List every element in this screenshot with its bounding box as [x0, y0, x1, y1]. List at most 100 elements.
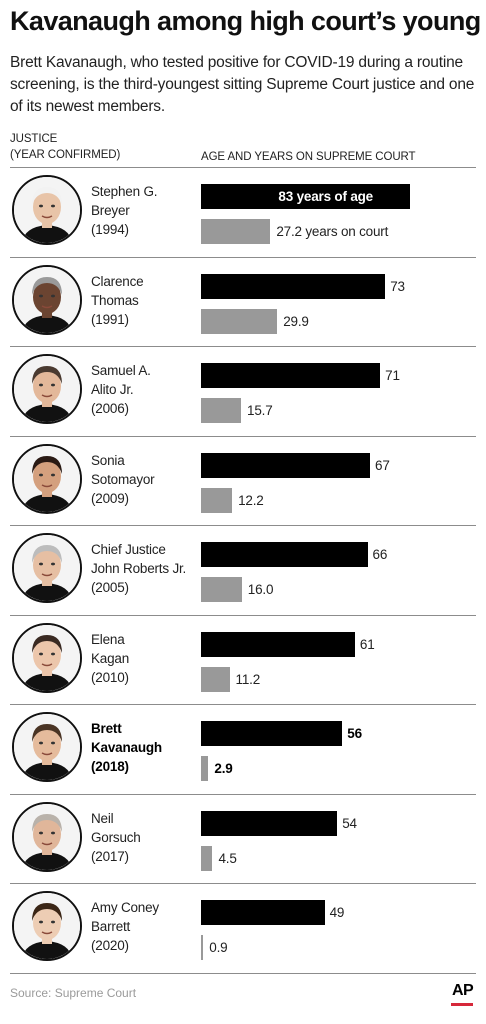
justice-name: Brett Kavanaugh (2018) [91, 719, 191, 776]
justice-name-line: Chief Justice [91, 542, 166, 557]
court-years-bar [201, 666, 230, 692]
justice-name-line: (2017) [91, 848, 129, 864]
age-bar [201, 273, 386, 299]
justice-portrait [12, 354, 82, 424]
court-years-bar [201, 308, 278, 334]
court-years-bar [201, 487, 233, 513]
justice-portrait [12, 712, 82, 782]
age-value-label: 73 [390, 278, 405, 294]
justice-portrait [12, 801, 82, 872]
justice-row: Stephen G. Breyer (1994) 83 years of age 27.… [0, 167, 486, 256]
justice-name: Clarence Thomas (1991) [91, 272, 191, 329]
ap-logo-underline [451, 1003, 473, 1006]
court-years-value-label: 29.9 [283, 313, 309, 329]
justice-portrait [12, 264, 82, 335]
court-years-value-label: 0.9 [209, 940, 228, 955]
age-bar [201, 631, 355, 657]
justice-name-line: (2009) [91, 490, 129, 506]
row-divider [10, 614, 476, 616]
justice-name-line: Kagan [91, 650, 130, 666]
court-years-value-label: 16.0 [247, 582, 274, 597]
age-value-label: 66 [372, 547, 388, 562]
justice-name-line: (1994) [91, 222, 129, 237]
justice-header-line-1: JUSTICE [10, 133, 58, 145]
justice-column-header: JUSTICE (YEAR CONFIRMED) [10, 131, 120, 163]
justice-name: Chief Justice John Roberts Jr. (2005) [91, 540, 191, 597]
source-note: Source: Supreme Court [10, 986, 137, 1000]
row-divider [10, 793, 476, 795]
justice-name-line: Sonia [91, 452, 125, 468]
justice-name-line: Neil [91, 810, 114, 826]
row-divider [10, 972, 476, 974]
justice-name-line: (2006) [91, 401, 129, 416]
court-years-value-label: 12.2 [238, 492, 264, 508]
age-bar [201, 900, 325, 925]
justice-row: Amy Coney Barrett (2020) 49 0.9 [0, 883, 486, 972]
justice-name-line: (2010) [91, 669, 129, 685]
justice-name-line: Thomas [91, 292, 139, 308]
justice-name: Amy Coney Barrett (2020) [91, 898, 191, 955]
row-divider [10, 883, 476, 884]
court-years-value-label: 2.9 [214, 761, 233, 776]
justice-name-line: Stephen G. [91, 184, 158, 199]
justice-portrait [12, 622, 82, 693]
court-years-value-label: 4.5 [218, 850, 237, 866]
age-bar [201, 452, 371, 478]
court-years-bar [201, 756, 209, 781]
court-years-value-label: 15.7 [247, 403, 273, 418]
row-divider [10, 704, 476, 705]
age-bar [201, 810, 338, 836]
bars-column-header: AGE AND YEARS ON SUPREME COURT [201, 151, 416, 163]
justice-name-line: Barrett [91, 919, 131, 934]
ap-logo: AP [452, 982, 474, 999]
row-divider [10, 167, 476, 168]
age-value-label: 54 [342, 815, 357, 831]
justice-name-line: Sotomayor [91, 471, 155, 487]
court-years-bar [201, 845, 213, 871]
justice-row: Neil Gorsuch (2017) 54 4.5 [0, 793, 486, 883]
justice-name-line: John Roberts Jr. [91, 561, 187, 576]
row-divider [10, 256, 476, 258]
justice-name: Sonia Sotomayor (2009) [91, 451, 191, 508]
court-years-bar [201, 935, 204, 960]
age-value-label: 49 [329, 905, 345, 920]
justice-name: Samuel A. Alito Jr. (2006) [91, 361, 191, 418]
chart-subtitle: Brett Kavanaugh, who tested positive for… [10, 54, 475, 115]
justice-portrait [12, 533, 82, 603]
justice-name-line: Breyer [91, 203, 130, 218]
justice-row: Chief Justice John Roberts Jr. (2005) 66 16.… [0, 525, 486, 614]
justice-row: Sonia Sotomayor (2009) 67 12.2 [0, 435, 486, 525]
age-value-label: 83 years of age [278, 189, 373, 204]
justice-portrait [12, 175, 82, 245]
age-bar [201, 184, 411, 209]
justice-portrait [12, 891, 82, 961]
justice-name-line: Clarence [91, 273, 144, 289]
justice-name: Elena Kagan (2010) [91, 630, 191, 687]
age-bar [201, 363, 381, 388]
justice-name-line: Alito Jr. [91, 382, 134, 397]
age-bar [201, 542, 368, 567]
court-years-bar [201, 577, 242, 602]
justice-row: Elena Kagan (2010) 61 11.2 [0, 614, 486, 704]
justice-name-line: Amy Coney [91, 900, 159, 915]
justice-name-line: (2018) [91, 759, 129, 774]
justice-name-line: Elena [91, 631, 125, 647]
chart-title: Kavanaugh among high court’s young [10, 6, 481, 36]
justice-row: Samuel A. Alito Jr. (2006) 71 15.7 [0, 346, 486, 435]
row-divider [10, 435, 476, 437]
court-years-bar [201, 398, 242, 423]
justice-name-line: Samuel A. [91, 363, 151, 378]
court-years-bar [201, 219, 271, 244]
row-divider [10, 525, 476, 526]
justice-name: Neil Gorsuch (2017) [91, 809, 191, 866]
justice-name-line: (2005) [91, 580, 129, 595]
justice-header-line-2: (YEAR CONFIRMED) [10, 149, 121, 161]
justice-name-line: Kavanaugh [91, 740, 162, 755]
justice-name-line: Brett [91, 721, 122, 736]
justice-row: Brett Kavanaugh (2018) 56 2.9 [0, 704, 486, 793]
row-divider [10, 346, 476, 347]
justice-name-line: (2020) [91, 938, 129, 953]
justice-name-line: Gorsuch [91, 829, 141, 845]
court-years-value-label: 11.2 [235, 671, 261, 687]
court-years-value-label: 27.2 years on court [276, 224, 389, 239]
